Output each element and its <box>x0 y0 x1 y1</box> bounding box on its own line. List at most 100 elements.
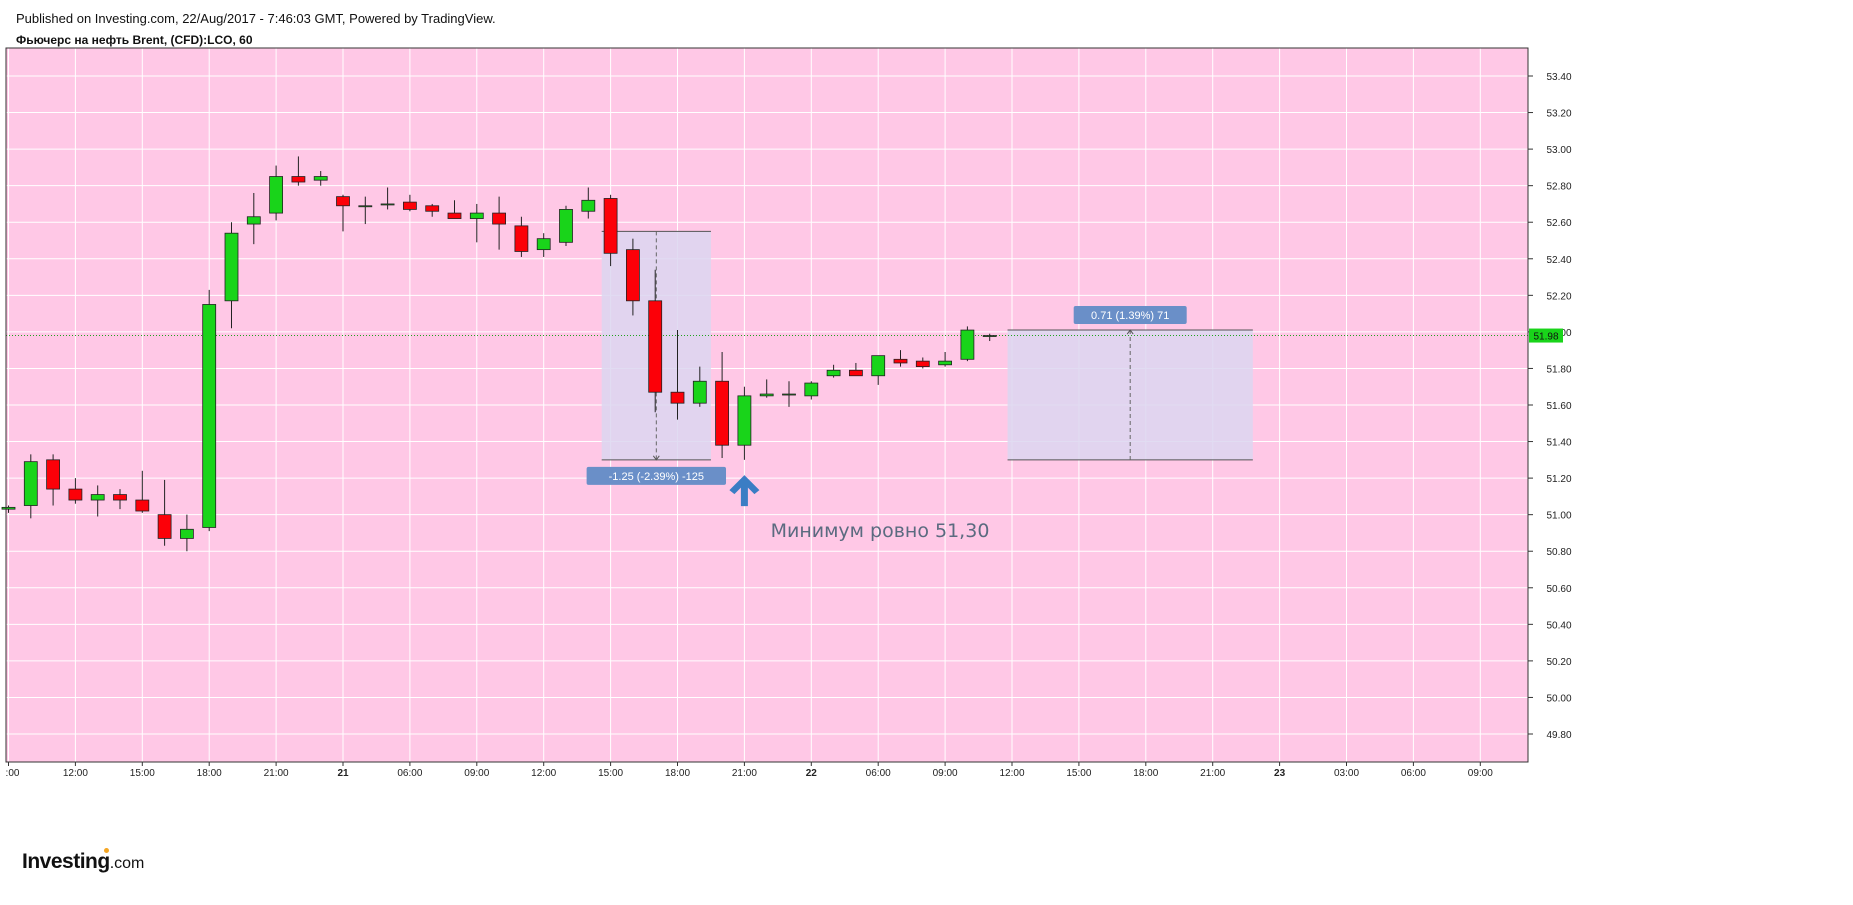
y-tick-label: 52.60 <box>1546 218 1571 229</box>
drop-range-label-bg <box>586 466 727 485</box>
candle[interactable] <box>224 222 239 329</box>
candle[interactable] <box>313 171 328 186</box>
x-tick-label: 12:00 <box>531 768 556 779</box>
candle-body <box>915 360 930 368</box>
candle-body <box>871 355 886 377</box>
candle[interactable] <box>626 238 640 316</box>
candle[interactable] <box>692 366 707 407</box>
candle[interactable] <box>603 194 618 267</box>
logo-dot-icon <box>104 848 109 853</box>
candle[interactable] <box>492 196 507 250</box>
candle[interactable] <box>648 269 663 413</box>
candle[interactable] <box>447 200 462 219</box>
x-tick-label: 12:00 <box>999 768 1024 779</box>
current-price-tag <box>1529 328 1563 343</box>
candle-body <box>559 209 573 243</box>
candle[interactable] <box>46 454 60 506</box>
candle-body <box>469 212 484 219</box>
candle[interactable] <box>804 381 819 400</box>
y-tick-label: 51.40 <box>1546 438 1571 449</box>
candle[interactable] <box>737 386 752 460</box>
candle[interactable] <box>670 330 685 420</box>
x-tick-label: :00 <box>6 768 20 779</box>
candle[interactable] <box>269 165 284 221</box>
candle-body <box>804 382 819 397</box>
y-tick-label: 51.20 <box>1546 474 1571 485</box>
candle-body <box>425 205 440 212</box>
candle[interactable] <box>68 478 83 504</box>
candle[interactable] <box>893 350 908 367</box>
candle-body <box>938 360 952 366</box>
candle-body <box>179 528 194 539</box>
candle[interactable] <box>715 351 729 459</box>
candle[interactable] <box>380 187 395 210</box>
y-tick-label: 53.40 <box>1546 72 1571 83</box>
range-labels: -1.25 (-2.39%) -125 0.71 (1.39%) 71 <box>586 306 1187 485</box>
candle[interactable] <box>938 351 952 367</box>
candle[interactable] <box>402 194 417 212</box>
candle[interactable] <box>291 156 306 186</box>
x-tick-label: 21 <box>337 768 349 779</box>
y-tick-label: 50.60 <box>1546 584 1571 595</box>
x-axis: :00 12:00 15:00 18:00 21:00 21 06:00 09:00 12:00… <box>6 762 1493 779</box>
candle-body <box>536 238 551 251</box>
y-tick-label: 50.00 <box>1546 693 1571 704</box>
candle-body <box>670 391 685 404</box>
candle-body <box>492 212 507 225</box>
candle-body <box>246 216 261 225</box>
candle-body <box>291 176 306 183</box>
candle[interactable] <box>202 289 217 532</box>
candle[interactable] <box>1 505 16 513</box>
candle-body <box>224 232 239 302</box>
candle[interactable] <box>581 187 596 219</box>
x-tick-label: 23 <box>1274 768 1286 779</box>
y-axis: 49.80 50.00 50.20 50.40 50.60 50.80 51.00 51.20… <box>1528 72 1572 741</box>
x-tick-label: 06:00 <box>397 768 422 779</box>
y-tick-label: 52.20 <box>1546 291 1571 302</box>
candle-body <box>826 369 841 377</box>
candle-body <box>715 380 729 446</box>
candle[interactable] <box>782 381 796 407</box>
y-tick-label: 53.00 <box>1546 145 1571 156</box>
x-tick-label: 15:00 <box>598 768 623 779</box>
candle-body <box>23 461 38 506</box>
x-tick-label: 03:00 <box>1334 768 1359 779</box>
candle[interactable] <box>536 233 551 257</box>
candle[interactable] <box>982 333 997 342</box>
candle[interactable] <box>336 194 350 232</box>
candle[interactable] <box>559 205 573 246</box>
candle-body <box>380 203 395 206</box>
candle[interactable] <box>514 216 529 257</box>
candle-body <box>157 514 172 539</box>
candle[interactable] <box>759 379 774 398</box>
x-tick-label: 22 <box>806 768 818 779</box>
candle-body <box>782 393 796 396</box>
y-tick-label: 51.00 <box>1546 511 1571 522</box>
candle[interactable] <box>871 355 886 385</box>
candle[interactable] <box>113 489 127 510</box>
y-tick-label: 50.40 <box>1546 620 1571 631</box>
candle[interactable] <box>23 454 38 519</box>
candle[interactable] <box>90 485 105 517</box>
range-measurements <box>601 230 1253 461</box>
candle[interactable] <box>157 479 172 546</box>
candle[interactable] <box>960 326 975 362</box>
x-tick-label: 18:00 <box>665 768 690 779</box>
candle[interactable] <box>179 514 194 552</box>
candle-body <box>982 335 997 337</box>
x-tick-label: 06:00 <box>1401 768 1426 779</box>
candle[interactable] <box>849 362 863 377</box>
x-tick-label: 09:00 <box>933 768 958 779</box>
candle[interactable] <box>246 192 261 245</box>
candle-body <box>1 506 16 510</box>
rise-range-label: 0.71 (1.39%) 71 <box>1091 310 1169 322</box>
candle[interactable] <box>135 470 150 513</box>
candle[interactable] <box>358 196 373 225</box>
candle[interactable] <box>469 203 484 243</box>
candle-body <box>514 225 529 252</box>
candle[interactable] <box>425 203 440 217</box>
candle[interactable] <box>826 364 841 378</box>
candle[interactable] <box>915 357 930 369</box>
x-tick-label: 18:00 <box>197 768 222 779</box>
